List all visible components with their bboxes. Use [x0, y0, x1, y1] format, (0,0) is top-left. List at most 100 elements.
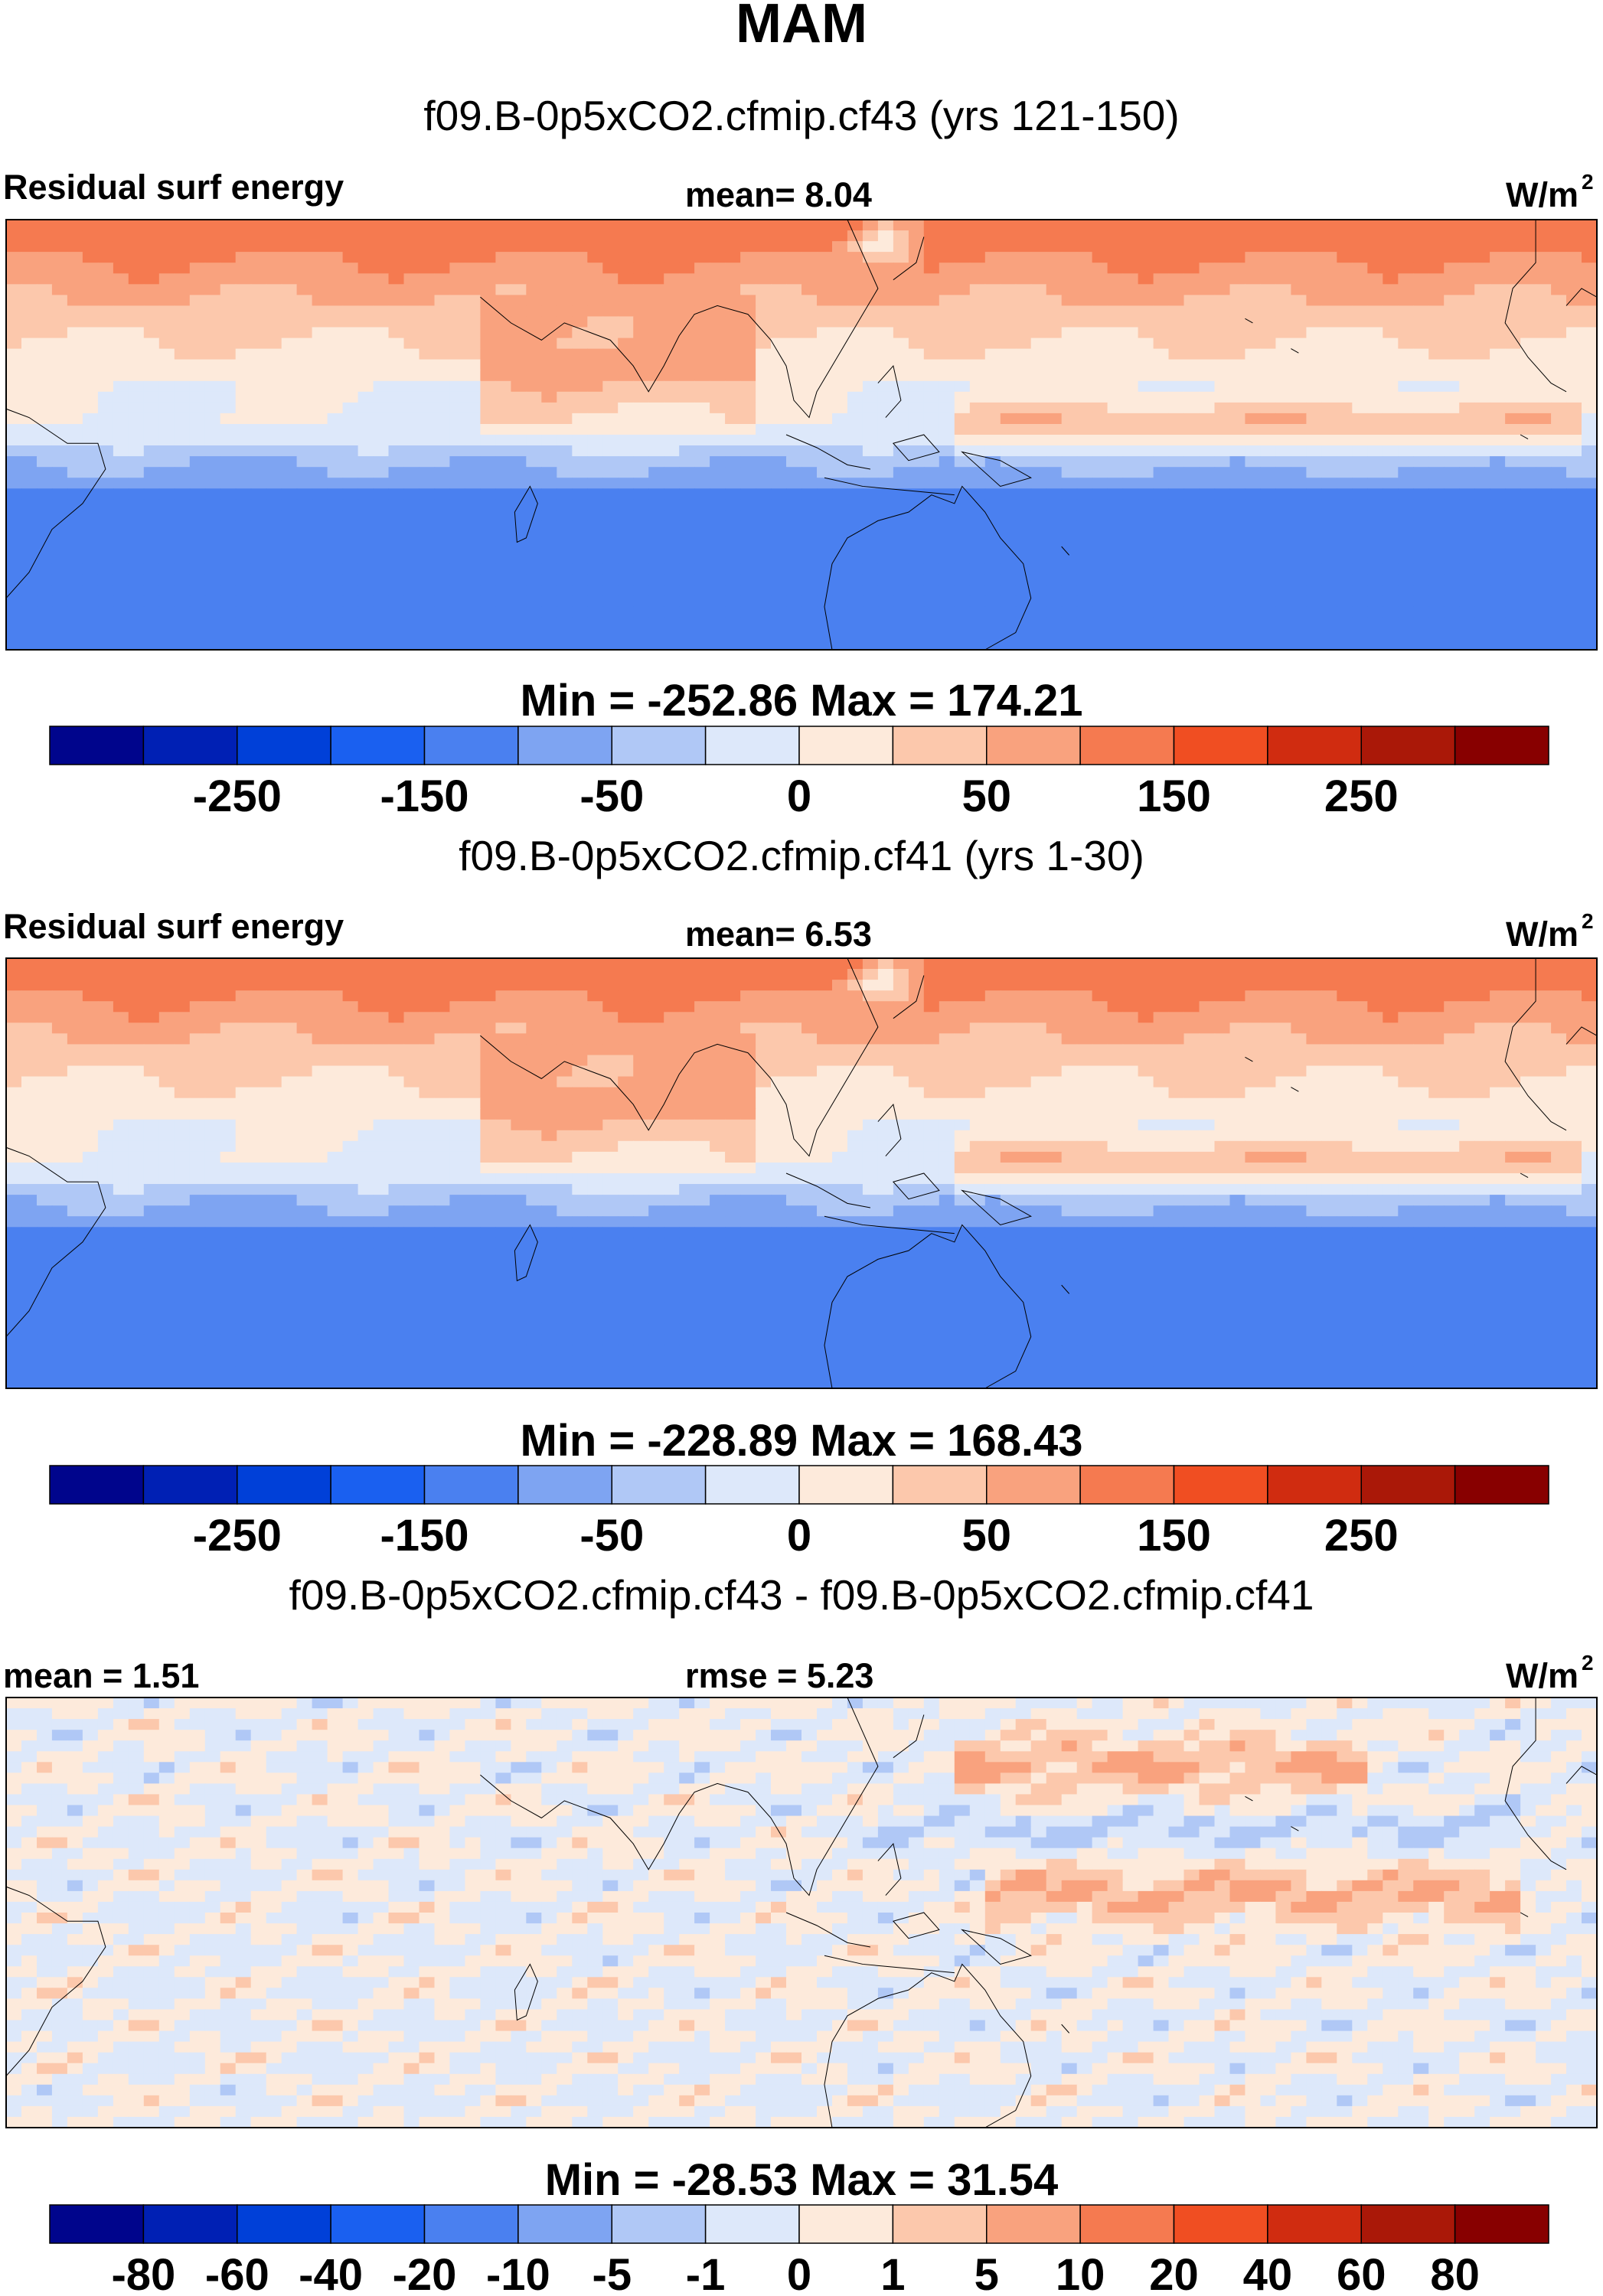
field-cell: [740, 520, 756, 533]
field-cell: [1566, 402, 1582, 414]
field-cell: [1505, 273, 1521, 285]
field-cell: [710, 520, 726, 533]
field-cell: [250, 338, 267, 350]
field-cell: [1306, 499, 1322, 510]
field-cell: [1153, 327, 1170, 339]
field-cell: [1000, 359, 1017, 371]
field-cell: [847, 520, 864, 533]
field-cell: [740, 445, 756, 457]
field-cell: [1046, 391, 1063, 403]
field-cell: [51, 456, 68, 468]
field-cell: [281, 478, 298, 489]
field-cell: [893, 639, 909, 650]
field-cell: [1383, 1022, 1399, 1034]
field-cell: [312, 338, 328, 350]
field-cell: [1061, 467, 1078, 478]
field-cell: [633, 402, 649, 414]
field-cell: [189, 585, 206, 597]
field-cell: [740, 1033, 756, 1045]
field-cell: [1076, 241, 1093, 253]
field-cell: [939, 563, 955, 576]
field-cell: [740, 220, 756, 231]
field-cell: [877, 585, 894, 597]
field-cell: [587, 220, 603, 231]
field-cell: [1061, 595, 1078, 608]
field-cell: [1398, 295, 1414, 307]
field-cell: [1505, 510, 1521, 522]
field-cell: [908, 424, 925, 435]
field-cell: [1383, 969, 1399, 980]
field-cell: [664, 531, 680, 543]
field-cell: [1092, 563, 1108, 576]
field-cell: [572, 585, 588, 597]
field-cell: [1352, 1012, 1368, 1023]
field-cell: [266, 617, 282, 629]
field-cell: [495, 1012, 511, 1023]
field-cell: [1122, 617, 1139, 629]
field-cell: [587, 488, 603, 500]
field-cell: [82, 617, 99, 629]
field-cell: [250, 990, 267, 1002]
field-cell: [1122, 284, 1139, 295]
field-cell: [725, 338, 741, 350]
field-cell: [786, 220, 802, 231]
field-cell: [1428, 402, 1445, 414]
field-cell: [67, 1033, 83, 1045]
field-cell: [1260, 606, 1276, 618]
field-cell: [128, 990, 145, 1002]
field-cell: [908, 370, 925, 382]
field-cell: [1490, 478, 1506, 489]
field-cell: [679, 542, 695, 554]
field-cell: [480, 295, 496, 307]
field-cell: [1183, 295, 1200, 307]
field-cell: [342, 359, 359, 371]
field-cell: [1046, 380, 1063, 393]
field-cell: [1260, 553, 1276, 565]
field-cell: [97, 574, 114, 586]
field-cell: [327, 585, 344, 597]
field-cell: [694, 402, 710, 414]
field-cell: [908, 284, 925, 295]
field-cell: [786, 990, 802, 1002]
field-cell: [1107, 316, 1124, 328]
field-cell: [1260, 510, 1276, 522]
field-cell: [908, 958, 925, 970]
field-cell: [1245, 606, 1261, 618]
field-cell: [327, 273, 344, 285]
field-cell: [1551, 413, 1567, 425]
field-cell: [1000, 241, 1017, 253]
field-cell: [862, 617, 879, 629]
field-cell: [602, 520, 619, 533]
field-cell: [1046, 305, 1063, 318]
field-cell: [128, 359, 145, 371]
field-cell: [633, 574, 649, 586]
field-cell: [710, 553, 726, 565]
field-cell: [1337, 520, 1353, 533]
field-cell: [1229, 478, 1246, 489]
field-cell: [1199, 380, 1216, 393]
field-cell: [1474, 520, 1490, 533]
field-cell: [923, 391, 940, 403]
field-cell: [357, 220, 374, 231]
field-cell: [1076, 1001, 1093, 1013]
field-cell: [1030, 316, 1047, 328]
field-cell: [1459, 595, 1475, 608]
field-cell: [557, 574, 573, 586]
field-cell: [1214, 413, 1231, 425]
field-cell: [1030, 510, 1047, 522]
field-cell: [51, 595, 68, 608]
field-cell: [679, 1001, 695, 1013]
field-cell: [235, 391, 252, 403]
field-cell: [1061, 553, 1078, 565]
field-cell: [1153, 295, 1170, 307]
field-cell: [1015, 617, 1032, 629]
field-cell: [1352, 563, 1368, 576]
field-cell: [802, 284, 818, 295]
field-cell: [1551, 499, 1567, 510]
field-cell: [1245, 252, 1261, 263]
field-cell: [511, 456, 527, 468]
field-cell: [388, 980, 405, 991]
field-cell: [419, 402, 436, 414]
field-cell: [984, 980, 1001, 991]
field-cell: [969, 327, 986, 339]
